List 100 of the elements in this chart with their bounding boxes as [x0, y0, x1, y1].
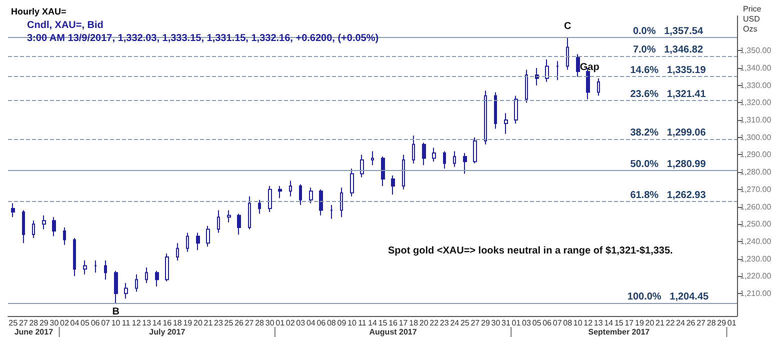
candlestick	[258, 199, 261, 214]
text: July 2017	[149, 328, 186, 336]
x-tick-label: 14	[152, 318, 162, 328]
candlestick	[165, 253, 169, 282]
x-tick-label: 22	[430, 318, 440, 328]
x-tick-label: 14	[368, 318, 378, 328]
y-tick-label: 1,210.00	[740, 288, 772, 298]
candlestick	[22, 210, 25, 244]
x-tick-label: 14	[604, 318, 614, 328]
x-tick-label: 27	[696, 318, 706, 328]
y-axis-title: Price USD Ozs	[743, 4, 762, 34]
candlestick	[576, 54, 580, 78]
candlestick	[473, 136, 477, 164]
candlestick	[422, 142, 426, 166]
candlestick	[463, 152, 467, 174]
x-tick-label: 11	[358, 318, 367, 328]
ref-line-label: 61.8% 1,262.93	[630, 190, 706, 202]
candlestick	[514, 95, 518, 124]
x-tick-label: 13	[142, 318, 152, 328]
x-tick-label: 10	[573, 318, 583, 328]
x-tick-label: 29	[39, 318, 49, 328]
x-tick-label: 22	[666, 318, 676, 328]
x-tick-label: 23	[214, 318, 224, 328]
candlestick	[319, 188, 323, 216]
text: September 2017	[588, 328, 650, 336]
x-tick-label: 12	[584, 318, 594, 328]
x-tick-label: 07	[101, 318, 111, 328]
x-tick-label: 06	[542, 318, 552, 328]
x-tick-label: 20	[645, 318, 655, 328]
x-tick-label: 15	[378, 318, 388, 328]
ref-line-label: 38.2% 1,299.06	[630, 128, 706, 139]
y-tick-label: 1,330.00	[740, 80, 772, 90]
annotation: B	[112, 306, 120, 318]
x-tick-label: 05	[80, 318, 90, 328]
x-tick-label: 03	[296, 318, 306, 328]
candlestick	[104, 260, 107, 280]
annotation: C	[564, 21, 572, 32]
candlestick	[432, 147, 436, 162]
x-tick-label: 10	[348, 318, 357, 328]
y-tick-label: 1,310.00	[740, 116, 772, 125]
x-tick-label: 17	[624, 318, 634, 328]
x-tick-label: 26	[686, 318, 696, 328]
x-tick-label: 21	[656, 318, 665, 328]
candlestick	[525, 69, 528, 104]
y-tick-label: 1,280.00	[740, 168, 772, 177]
x-tick-label: 25	[224, 318, 234, 328]
x-tick-label: 04	[70, 318, 80, 328]
candlestick	[309, 187, 313, 204]
x-tick-label: 30	[50, 318, 60, 328]
candlestick	[32, 220, 35, 238]
candlestick	[443, 150, 446, 170]
candlestick	[73, 237, 76, 277]
candlestick	[206, 225, 210, 248]
x-tick-label: 30	[491, 318, 501, 328]
x-tick-label: 19	[635, 318, 644, 328]
x-tick-label: 25	[460, 318, 470, 328]
candlestick	[566, 37, 569, 70]
x-tick-label: 27	[18, 318, 28, 328]
candlestick	[237, 213, 241, 235]
x-tick-label: 13	[594, 318, 604, 328]
x-tick-label: 19	[183, 318, 193, 328]
x-tick-label: 09	[337, 318, 347, 328]
candlestick	[289, 180, 292, 197]
annotation: Gap	[580, 62, 600, 74]
candlestick	[381, 156, 385, 186]
x-tick-label: 23	[440, 318, 450, 328]
y-tick-label: 1,300.00	[740, 132, 772, 142]
y-tick-label: 1,340.00	[740, 64, 772, 73]
candlestick	[11, 202, 15, 218]
candlestick	[63, 227, 66, 246]
candlestick	[114, 270, 118, 304]
x-tick-label: 21	[204, 318, 214, 328]
x-tick-label: 25	[8, 318, 18, 328]
candlestick	[299, 184, 302, 206]
candlestick	[412, 135, 415, 164]
x-tick-label: 30	[265, 318, 275, 328]
x-tick-label: 27	[244, 318, 254, 328]
y-tick-label: 1,290.00	[740, 150, 772, 160]
ref-line-label: 50.0% 1,280.99	[630, 158, 706, 170]
y-tick-label: 1,230.00	[740, 254, 772, 264]
candlestick	[268, 185, 272, 212]
x-tick-label: 07	[552, 318, 562, 328]
candlestick	[155, 270, 159, 288]
candlestick	[52, 216, 56, 237]
candlestick	[494, 92, 497, 130]
candlestick	[186, 232, 189, 252]
text: Cndl, XAU=, Bid 3:00 AM 13/9/2017, 1,332.03, 1,333.15, 1,331.15, 1,332.16, +0.6200, (+0.05%)	[27, 20, 379, 44]
x-tick-label: 01	[512, 318, 522, 328]
x-tick-label: 05	[532, 318, 542, 328]
x-tick-label: 24	[676, 318, 686, 328]
x-tick-label: 15	[614, 318, 624, 328]
text: August 2017	[369, 328, 418, 336]
candlestick	[350, 168, 354, 197]
x-tick-label: 28	[29, 318, 39, 328]
x-tick-label: 28	[255, 318, 265, 328]
ref-line-label: 7.0% 1,346.82	[632, 44, 704, 56]
candlestick	[330, 204, 333, 220]
x-tick-label: 18	[172, 318, 182, 328]
chart-title: Hourly XAU=	[11, 6, 66, 16]
annotation: Spot gold <XAU=> looks neutral in a range of $1,321-$1,335.	[388, 246, 674, 256]
